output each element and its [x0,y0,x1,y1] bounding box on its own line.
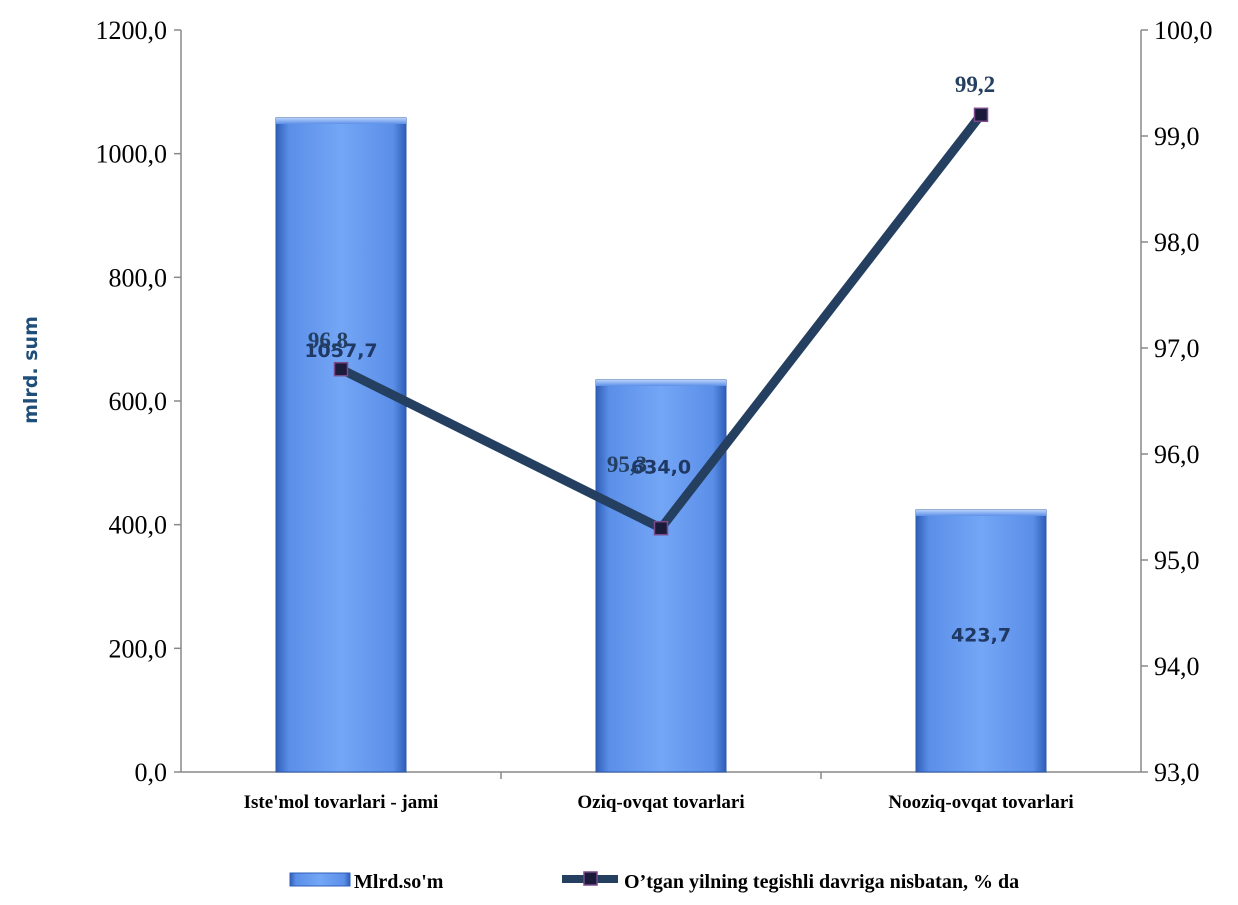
right-tick-label: 94,0 [1154,652,1200,681]
bars [276,118,1046,772]
line-value-label: 96,8 [308,328,348,353]
right-tick-label: 95,0 [1154,546,1200,575]
left-tick-label: 600,0 [109,387,168,416]
line-marker [975,108,988,121]
right-tick-label: 96,0 [1154,440,1200,469]
left-y-ticks: 0,0 200,0 400,0 600,0 800,0 1000,0 1200,0 [96,16,182,787]
y-axis-label: mlrd. sum [20,316,42,424]
right-tick-label: 98,0 [1154,228,1200,257]
category-label: Oziq-ovqat tovarlari [577,792,744,813]
left-tick-label: 800,0 [109,263,168,292]
bar-top-highlight [916,510,1046,516]
bar-value-label: 423,7 [951,624,1011,646]
bar-top-highlight [276,118,406,124]
category-label: Iste'mol tovarlari - jami [244,792,439,813]
bar-top-highlight [596,380,726,386]
legend-item-line: O’tgan yilning tegishli davriga nisbatan… [562,871,1019,893]
right-tick-label: 93,0 [1154,758,1200,787]
left-tick-label: 400,0 [109,511,168,540]
line-marker [335,363,348,376]
left-tick-label: 1200,0 [96,16,168,45]
right-tick-label: 100,0 [1154,16,1213,45]
left-tick-label: 200,0 [109,634,168,663]
legend-bar-label: Mlrd.so'm [354,871,444,893]
legend-line-marker [584,872,597,885]
line-marker [655,522,668,535]
x-ticks: Iste'mol tovarlari - jami Oziq-ovqat tova… [244,772,1074,813]
bar [596,380,726,772]
legend-line-label: O’tgan yilning tegishli davriga nisbatan… [624,871,1019,893]
right-tick-label: 99,0 [1154,122,1200,151]
category-label: Nooziq-ovqat tovarlari [888,792,1073,813]
legend-bar-swatch [290,873,350,886]
legend: Mlrd.so'm O’tgan yilning tegishli davrig… [290,871,1019,893]
legend-item-bars: Mlrd.so'm [290,871,444,893]
right-tick-label: 97,0 [1154,334,1200,363]
line-value-label: 95,3 [607,452,647,477]
left-tick-label: 1000,0 [96,140,168,169]
right-y-ticks: 93,0 94,0 95,0 96,0 97,0 98,0 99,0 100,0 [1141,16,1213,787]
left-tick-label: 0,0 [135,758,168,787]
bar [276,118,406,772]
line-value-label: 99,2 [955,72,995,97]
